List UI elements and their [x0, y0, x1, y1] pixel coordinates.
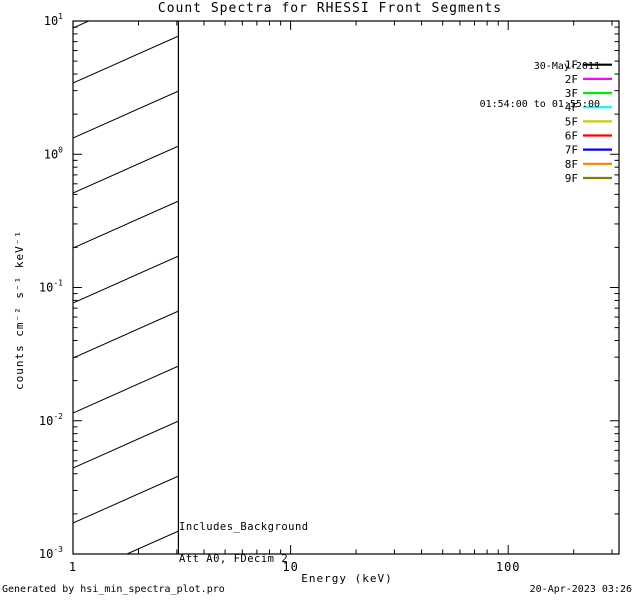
legend-entry-7F: 7F — [565, 144, 612, 157]
x-tick-label: 10 — [282, 560, 298, 574]
hatched-region — [73, 21, 179, 554]
annotation-background: Includes_Background — [179, 521, 309, 533]
x-tick-labels: 1 10 100 — [69, 560, 521, 574]
legend-entry-8F: 8F — [565, 158, 612, 171]
legend-header: 30-May-2011 01:54:00 to 01:55:00 — [480, 36, 600, 136]
y-tick-label: 10-2 — [39, 412, 63, 428]
legend-label: 5F — [565, 115, 578, 128]
legend-entry-2F: 2F — [565, 73, 612, 86]
legend-label: 2F — [565, 73, 578, 86]
legend-label: 4F — [565, 101, 578, 114]
x-tick-label: 100 — [496, 560, 521, 574]
legend-entry-1F: 1F — [565, 59, 612, 72]
y-tick-labels: 101 100 10-1 10-2 10-3 — [39, 12, 63, 561]
chart-title: Count Spectra for RHESSI Front Segments — [157, 1, 503, 16]
legend-date: 30-May-2011 — [533, 61, 600, 72]
legend-label: 8F — [565, 158, 578, 171]
legend-entry-3F: 3F — [565, 87, 612, 100]
legend-label: 9F — [565, 172, 578, 185]
legend-label: 7F — [565, 144, 578, 157]
y-tick-label: 10-3 — [39, 545, 63, 561]
generation-timestamp: 20-Apr-2023 03:26 — [529, 584, 632, 595]
x-axis-label: Energy (keV) — [301, 572, 393, 585]
y-axis-label: counts cm⁻² s⁻¹ keV⁻¹ — [13, 229, 26, 391]
x-tick-label: 1 — [69, 560, 77, 574]
y-tick-label: 101 — [44, 12, 63, 28]
legend-label: 6F — [565, 130, 578, 143]
plot-annotations: Includes_Background Att A0, FDecim 2 — [179, 501, 309, 585]
legend-label: 1F — [565, 59, 578, 72]
annotation-attenuator: Att A0, FDecim 2 — [179, 552, 289, 565]
legend-entry-5F: 5F — [565, 115, 612, 128]
legend-time-interval: 01:54:00 to 01:55:00 — [479, 98, 600, 110]
y-tick-label: 100 — [44, 145, 63, 161]
axis-ticks — [72, 20, 619, 555]
legend-label: 3F — [565, 87, 578, 100]
legend-entry-6F: 6F — [565, 130, 612, 143]
legend-entry-9F: 9F — [565, 172, 612, 185]
y-tick-label: 10-1 — [39, 279, 63, 295]
legend-entry-4F: 4F — [565, 101, 612, 114]
generated-by-credit: Generated by hsi_min_spectra_plot.pro — [2, 584, 225, 595]
